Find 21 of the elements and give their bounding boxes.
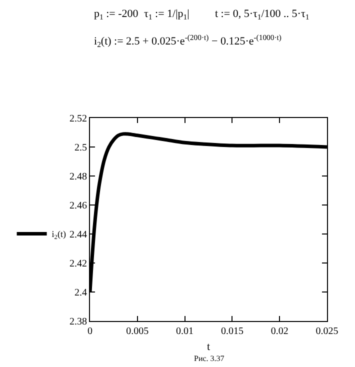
text: p$_{1}$ := -200	[94, 8, 139, 22]
y-tick-label: 2.38	[70, 316, 87, 328]
x-tick-label: 0.02	[270, 326, 288, 337]
text: t := 0, 5·τ$_{1}$/100 .. 5·τ$_{1}$	[215, 8, 310, 22]
x-tick-label: 0.025	[316, 326, 338, 337]
legend-label: i$_{2}$(t)	[52, 229, 66, 242]
text: i$_{2}$(t) := 2.5 + 0.025·e$^{-(200·t)}$ − 0.125·e$^{-(1000·t)}$	[94, 33, 282, 49]
text: Рис. 3.37	[194, 354, 224, 363]
x-tick-label: 0.005	[126, 326, 149, 337]
y-tick-label: 2.48	[70, 172, 87, 182]
x-tick-label: 0.01	[176, 326, 194, 337]
y-tick-label: 2.44	[70, 230, 87, 240]
y-tick-label: 2.46	[70, 200, 87, 212]
text: τ$_{1}$ := 1/|p$_{1}$|	[144, 8, 190, 22]
y-tick-label: 2.4	[74, 288, 87, 298]
y-tick-label: 2.52	[70, 114, 87, 124]
y-tick-label: 2.5	[74, 142, 87, 154]
x-axis-title: t	[206, 341, 210, 354]
y-tick-label: 2.42	[70, 258, 87, 270]
x-tick-label: 0	[88, 326, 92, 337]
x-tick-label: 0.015	[220, 326, 244, 337]
